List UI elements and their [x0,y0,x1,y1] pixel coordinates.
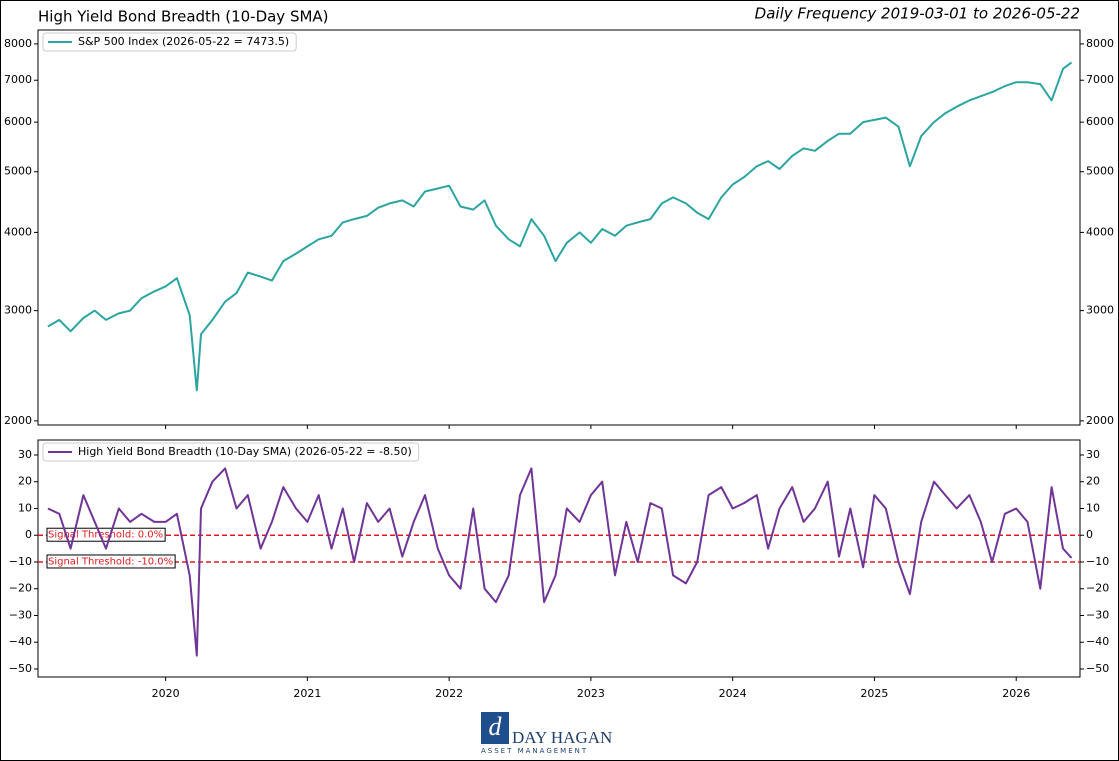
y-tick-label: 3000 [4,304,32,317]
logo-tagline: ASSET MANAGEMENT [481,747,588,755]
logo-icon [481,712,509,744]
y-tick-label-right: −40 [1086,635,1109,648]
series-line [47,61,1073,392]
x-tick-label: 2022 [435,687,463,700]
threshold-label: Signal Threshold: 0.0% [46,527,166,542]
y-tick-label-right: −10 [1086,555,1109,568]
x-tick-label: 2025 [860,687,888,700]
y-tick-label-right: −20 [1086,582,1109,595]
x-tick-label: 2021 [293,687,321,700]
page-subtitle: Daily Frequency 2019-03-01 to 2026-05-22 [755,5,1080,23]
y-tick-label-right: 5000 [1086,165,1114,178]
y-tick-label: −10 [9,555,32,568]
threshold-label-text: Signal Threshold: 0.0% [48,530,163,541]
x-tick-label: 2024 [719,687,747,700]
y-tick-label: −40 [9,635,32,648]
threshold-label-text: Signal Threshold: -10.0% [48,556,173,567]
x-tick-label: 2020 [152,687,180,700]
y-tick-label-right: 20 [1086,475,1100,488]
y-tick-label: −30 [9,608,32,621]
logo: d DAY HAGAN ASSET MANAGEMENT [481,712,612,755]
y-tick-label-right: −30 [1086,608,1109,621]
y-tick-label: 20 [18,475,32,488]
y-tick-label: 10 [18,501,32,514]
legend-label: S&P 500 Index (2026-05-22 = 7473.5) [78,35,289,48]
y-tick-label-right: 6000 [1086,115,1114,128]
legend-box [42,32,297,52]
series-line [47,467,1073,657]
logo-name: DAY HAGAN [512,728,612,747]
y-tick-label-right: 30 [1086,448,1100,461]
y-tick-label: 30 [18,448,32,461]
y-tick-label-right: 10 [1086,501,1100,514]
y-tick-label-right: 7000 [1086,73,1114,86]
y-tick-label-right: 8000 [1086,37,1114,50]
threshold-label-box [46,527,166,542]
y-tick-label: 4000 [4,225,32,238]
plot-frame [37,439,1081,678]
legend-box [42,442,420,462]
logo-letter: d [489,712,503,741]
y-tick-label-right: 4000 [1086,225,1114,238]
x-tick-label: 2026 [1002,687,1030,700]
x-tick-label: 2023 [577,687,605,700]
y-tick-label: 6000 [4,115,32,128]
y-tick-label-right: −50 [1086,662,1109,675]
page-title: High Yield Bond Breadth (10-Day SMA) [38,8,329,26]
y-tick-label: 7000 [4,73,32,86]
y-tick-label-right: 3000 [1086,304,1114,317]
threshold-label: Signal Threshold: -10.0% [46,554,176,569]
y-tick-label: −50 [9,662,32,675]
y-tick-label: 8000 [4,37,32,50]
legend-label: High Yield Bond Breadth (10-Day SMA) (20… [78,445,412,458]
y-tick-label-right: 0 [1086,528,1093,541]
y-tick-label: 5000 [4,165,32,178]
threshold-label-box [46,554,176,569]
y-tick-label: 2000 [4,414,32,427]
y-tick-label: −20 [9,582,32,595]
plot-frame [37,29,1081,426]
y-tick-label: 0 [25,528,32,541]
y-tick-label-right: 2000 [1086,414,1114,427]
